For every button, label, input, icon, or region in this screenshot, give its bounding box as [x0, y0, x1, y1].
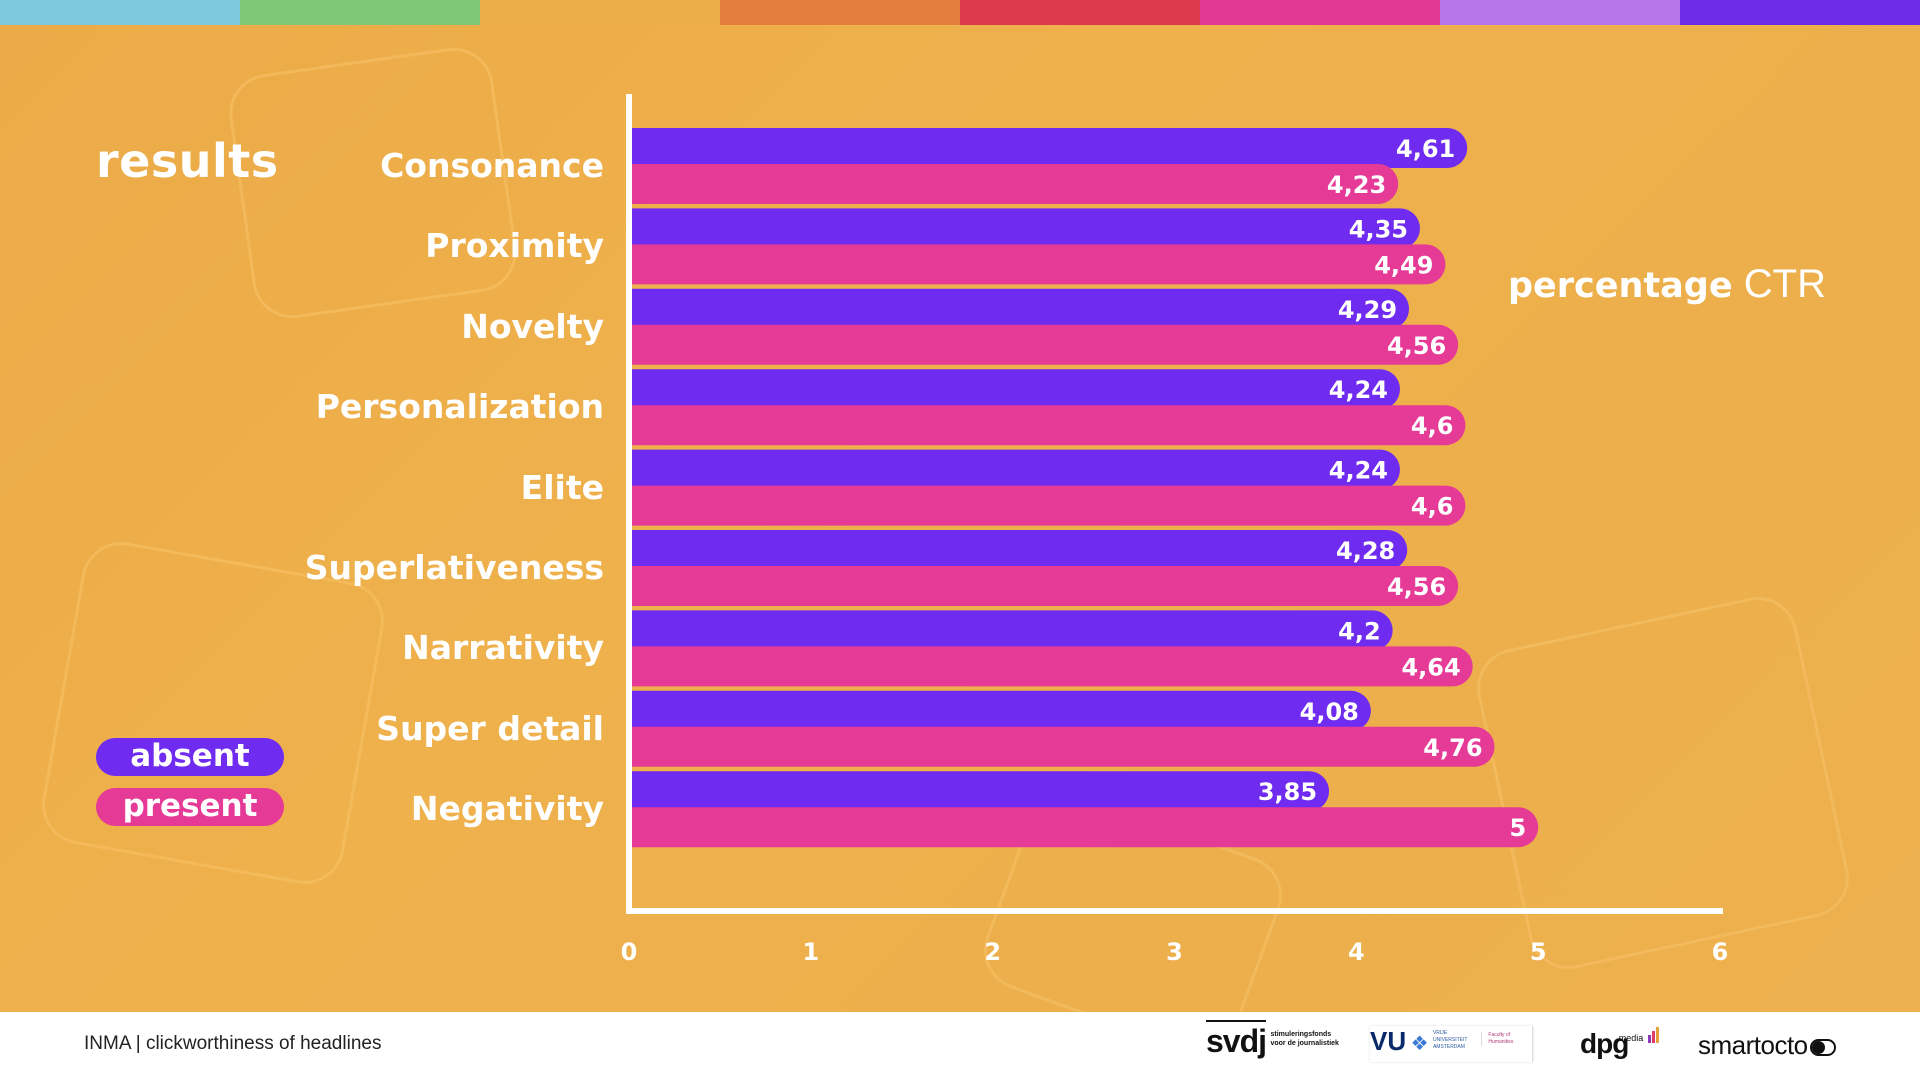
bar-value-label: 4,08 [1300, 698, 1359, 726]
svdj-logo-text: svdj [1206, 1020, 1267, 1059]
vu-logo-subtext: VRIJE UNIVERSITEIT AMSTERDAM [1432, 1030, 1468, 1050]
bar-labels-group: 4,61 4,23 4,35 4,49 4,29 4,56 4,24 4,6 4,24 4,6 4,… [1258, 135, 1526, 842]
bar-value-label: 4,64 [1401, 653, 1460, 681]
x-tick-label: 3 [1166, 938, 1183, 966]
legend-absent: absent [96, 738, 284, 776]
bar-present-superlativeness [632, 566, 1459, 606]
bar-value-label: 4,56 [1387, 332, 1446, 360]
x-tick-label: 0 [621, 938, 638, 966]
x-axis-title: percentage CTR [1508, 262, 1826, 307]
bar-present-consonance [632, 164, 1399, 204]
bar-value-label: 4,6 [1411, 412, 1454, 440]
color-strip-segment [480, 0, 720, 25]
vu-faculty-text: Faculty of Humanities [1481, 1032, 1524, 1046]
vu-logo: VU ❖ VRIJE UNIVERSITEIT AMSTERDAM Facult… [1370, 1026, 1534, 1062]
x-tick-label: 5 [1530, 938, 1547, 966]
bars-group [632, 128, 1539, 848]
category-label-consonance: Consonance [380, 146, 604, 185]
category-label-superlativeness: Superlativeness [304, 548, 604, 587]
bar-value-label: 4,28 [1336, 537, 1395, 565]
bar-absent-novelty [632, 288, 1410, 329]
color-strip-segment [720, 0, 960, 25]
legend-absent-label: absent [130, 738, 250, 774]
category-label-negativity: Negativity [410, 789, 604, 829]
bar-value-label: 4,2 [1338, 617, 1381, 645]
bar-value-label: 4,23 [1327, 171, 1386, 199]
x-tick-label: 6 [1712, 938, 1729, 966]
color-strip-segment [1680, 0, 1920, 25]
bar-value-label: 4,56 [1387, 573, 1446, 601]
x-tick-labels-group: 0 1 2 3 4 5 6 [621, 938, 1729, 966]
svdj-logo: svdj stimuleringsfonds voor de journalis… [1206, 1020, 1340, 1060]
bar-absent-proximity [632, 208, 1420, 249]
category-label-personalization: Personalization [315, 387, 604, 427]
bar-value-label: 5 [1509, 814, 1526, 842]
category-label-novelty: Novelty [461, 306, 604, 346]
bar-present-personalization [632, 405, 1466, 446]
bar-present-novelty [632, 324, 1459, 365]
bar-absent-superlativeness [632, 530, 1408, 570]
smartocto-logo-text: smartocto [1698, 1030, 1808, 1060]
slide-title: results [96, 134, 279, 188]
bar-value-label: 4,76 [1423, 734, 1482, 762]
bar-value-label: 4,61 [1396, 135, 1455, 163]
bar-chart: 4,614,234,354,494,294,564,244,64,244,64,… [621, 94, 1729, 966]
color-strip-segment [240, 0, 480, 25]
bar-value-label: 4,24 [1329, 376, 1388, 404]
color-strip-segment [1440, 0, 1680, 25]
x-axis-line [626, 908, 1723, 914]
color-strip-segment [960, 0, 1200, 25]
bar-value-label: 4,6 [1411, 493, 1454, 521]
bar-present-elite [632, 485, 1466, 526]
bar-absent-personalization [632, 369, 1400, 410]
vu-logo-text: VU [1370, 1026, 1407, 1056]
bar-present-narrativity [632, 646, 1473, 687]
category-label-elite: Elite [520, 467, 604, 507]
dpg-media-logo: dpg media [1580, 1018, 1673, 1059]
bar-absent-negativity [632, 771, 1330, 812]
svdj-logo-subtext: stimuleringsfonds voor de journalistiek [1270, 1031, 1339, 1047]
color-strip-segment [0, 0, 240, 25]
x-tick-label: 2 [984, 938, 1001, 966]
y-axis-line [626, 94, 632, 914]
bar-absent-super-detail [632, 690, 1371, 731]
x-axis-title-bold: percentage [1508, 266, 1733, 306]
bar-chart-icon [1647, 1027, 1659, 1047]
x-axis-title-unit: CTR [1743, 262, 1826, 306]
bar-value-label: 4,24 [1329, 457, 1388, 485]
griffin-icon: ❖ [1410, 1033, 1429, 1055]
legend-present: present [96, 788, 284, 826]
bar-value-label: 4,35 [1349, 215, 1408, 243]
bar-absent-narrativity [632, 610, 1393, 651]
bar-present-proximity [632, 244, 1446, 285]
dpg-logo-media-text: media [1618, 1033, 1644, 1043]
bar-value-label: 4,49 [1374, 251, 1433, 279]
toggle-icon [1810, 1038, 1837, 1056]
smartocto-logo: smartocto [1698, 1030, 1837, 1061]
bar-absent-consonance [632, 128, 1468, 168]
legend-present-label: present [122, 788, 258, 824]
bar-value-label: 4,29 [1338, 296, 1397, 324]
color-strip-segment [1200, 0, 1440, 25]
bar-present-super-detail [632, 726, 1495, 767]
category-label-narrativity: Narrativity [402, 628, 604, 668]
dpg-logo-text: dpg [1580, 1028, 1629, 1059]
category-label-proximity: Proximity [425, 226, 604, 266]
bar-absent-elite [632, 449, 1400, 490]
x-tick-label: 1 [802, 938, 819, 966]
footer-caption: INMA | clickworthiness of headlines [84, 1033, 382, 1054]
bar-present-negativity [632, 807, 1539, 848]
bar-value-label: 3,85 [1258, 778, 1317, 806]
x-tick-label: 4 [1348, 938, 1365, 966]
category-label-super-detail: Super detail [376, 708, 604, 748]
color-strip [0, 0, 1920, 25]
